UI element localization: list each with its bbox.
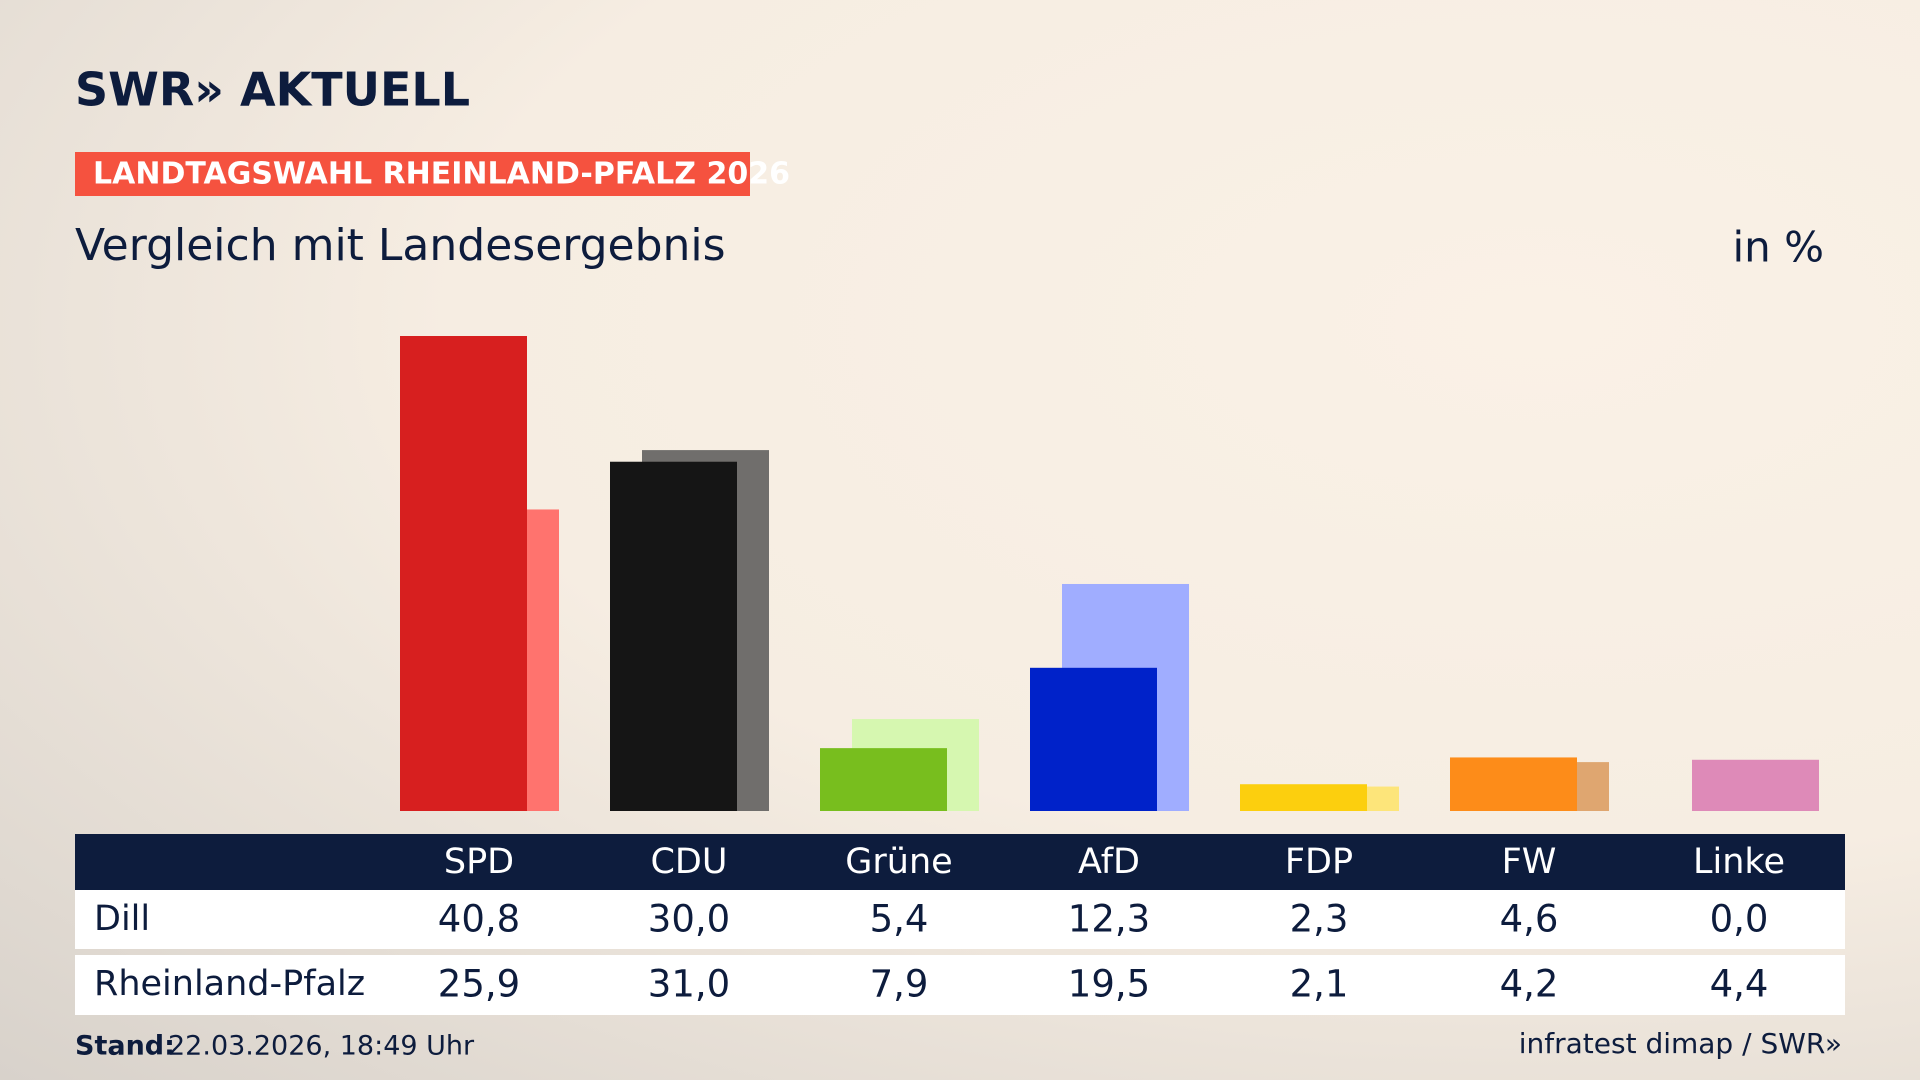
category-label: AfD [1078,842,1140,882]
value-label: 31,0 [648,963,730,1006]
table-row [75,890,1845,949]
value-label: 4,2 [1500,963,1559,1006]
value-label: 7,9 [870,963,929,1006]
source: infratest dimap / SWR» [1519,1027,1842,1060]
table-row [75,955,1845,1015]
value-label: 25,9 [438,963,520,1006]
value-label: 40,8 [438,898,520,941]
value-label: 2,1 [1290,963,1349,1006]
value-label: 4,4 [1710,963,1769,1006]
category-label: Linke [1693,842,1785,882]
value-label: 0,0 [1710,898,1769,941]
category-label: FW [1502,842,1557,882]
bar [820,748,947,811]
value-label: 2,3 [1290,898,1349,941]
value-label: 4,6 [1500,898,1559,941]
stand: 22.03.2026, 18:49 Uhr [168,1031,475,1062]
value-label: 5,4 [870,898,929,941]
stand-label: Stand: [75,1031,175,1062]
badge: LANDTAGSWAHL RHEINLAND-PFALZ 2026 [93,157,790,192]
bar [1692,759,1819,811]
table-header [75,834,1845,890]
category-label: CDU [650,842,727,882]
bar [1030,667,1157,811]
row-label: Rheinland-Pfalz [94,964,365,1004]
unit: in % [1732,223,1824,272]
category-label: SPD [444,842,514,882]
bar [1450,757,1577,811]
row-label: Dill [94,899,150,939]
bar [610,461,737,811]
category-label: FDP [1285,842,1353,882]
category-label: Grüne [845,842,952,882]
bar [400,336,527,811]
bar [1240,784,1367,811]
value-label: 30,0 [648,898,730,941]
logo: SWR» AKTUELL [75,63,470,117]
value-label: 19,5 [1068,963,1150,1006]
value-label: 12,3 [1068,898,1150,941]
subtitle: Vergleich mit Landesergebnis [75,220,726,271]
badge-bg [75,152,750,196]
